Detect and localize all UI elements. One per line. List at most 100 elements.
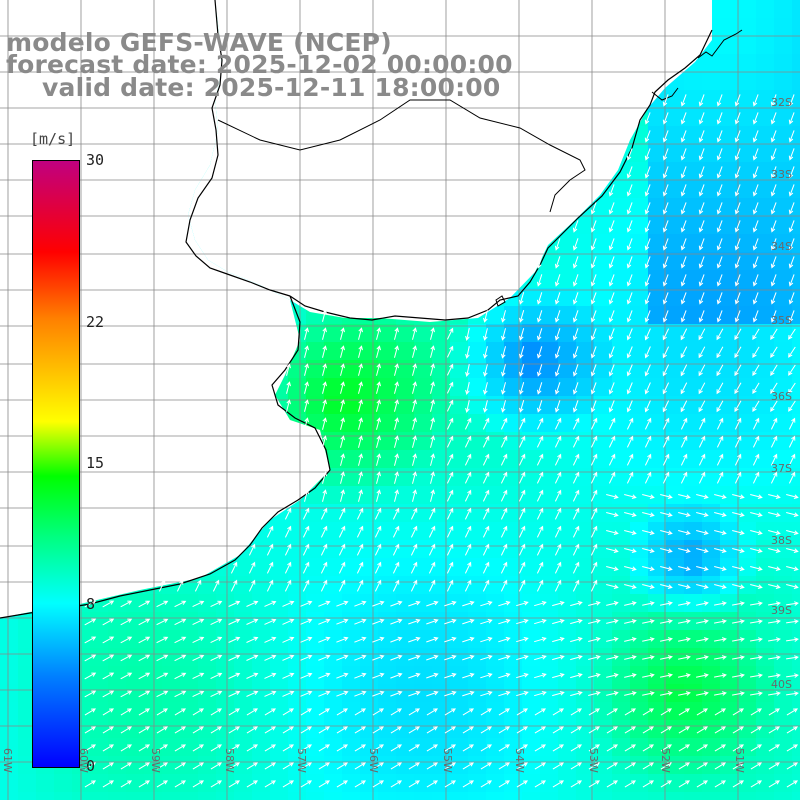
wind-arrow (518, 489, 526, 502)
speed-cell (234, 720, 252, 738)
speed-cell (756, 216, 774, 234)
speed-cell (702, 288, 720, 306)
wind-arrow (500, 489, 508, 502)
wind-arrow (138, 654, 151, 662)
speed-cell (288, 774, 306, 792)
wind-arrow (174, 672, 187, 680)
speed-cell (612, 594, 630, 612)
wind-arrow (662, 112, 669, 125)
speed-cell (756, 468, 774, 486)
speed-cell (468, 648, 486, 666)
speed-cell (522, 306, 540, 324)
speed-cell (720, 738, 738, 756)
speed-cell (414, 342, 432, 360)
speed-cell (756, 378, 774, 396)
wind-arrow (590, 507, 598, 520)
wind-arrow (732, 637, 745, 642)
wind-arrow (336, 762, 349, 770)
wind-arrow (340, 363, 345, 376)
wind-arrow (230, 579, 238, 592)
wind-arrow (696, 726, 709, 734)
speed-cell (180, 666, 198, 684)
speed-cell (414, 450, 432, 468)
speed-cell (252, 576, 270, 594)
wind-arrow (498, 762, 511, 770)
wind-arrow (426, 600, 439, 607)
wind-arrow (680, 310, 687, 323)
wind-arrow (102, 654, 115, 662)
wind-arrow (642, 762, 655, 770)
speed-cell (378, 540, 396, 558)
wind-arrow (465, 363, 470, 377)
wind-arrow (372, 690, 385, 697)
wind-arrow (358, 471, 363, 484)
speed-cell (756, 306, 774, 324)
wind-arrow (516, 744, 529, 752)
wind-arrow (394, 417, 399, 430)
speed-cell (450, 648, 468, 666)
speed-cell (738, 684, 756, 702)
wind-arrow (788, 220, 795, 233)
speed-cell (594, 198, 612, 216)
wind-arrow (698, 400, 706, 413)
wind-arrow (714, 762, 727, 770)
wind-arrow (519, 364, 525, 377)
wind-arrow (534, 780, 547, 788)
wind-arrow (264, 618, 277, 625)
wind-arrow (662, 435, 670, 448)
wind-arrow (588, 673, 601, 678)
wind-arrow (698, 364, 706, 377)
speed-cell (468, 594, 486, 612)
speed-cell (720, 162, 738, 180)
speed-cell (216, 774, 234, 792)
wind-arrow (480, 636, 493, 643)
speed-cell (558, 360, 576, 378)
wind-arrow (498, 600, 511, 607)
wind-arrow (336, 672, 349, 679)
speed-cell (702, 198, 720, 216)
speed-cell (756, 720, 774, 738)
speed-cell (342, 378, 360, 396)
wind-arrow (248, 561, 256, 574)
speed-cell (468, 396, 486, 414)
speed-cell (486, 360, 504, 378)
speed-cell (648, 540, 666, 558)
speed-cell (666, 738, 684, 756)
speed-cell (306, 540, 324, 558)
wind-arrow (626, 400, 633, 413)
speed-cell (540, 450, 558, 468)
speed-cell (720, 378, 738, 396)
speed-cell (288, 720, 306, 738)
speed-cell (774, 630, 792, 648)
speed-cell (630, 756, 648, 774)
speed-cell (18, 738, 36, 756)
wind-arrow (770, 130, 777, 143)
wind-arrow (300, 618, 313, 625)
speed-cell (522, 702, 540, 720)
wind-arrow (678, 530, 691, 535)
wind-arrow (338, 507, 346, 520)
speed-cell (144, 756, 162, 774)
speed-cell (612, 468, 630, 486)
speed-cell (432, 666, 450, 684)
speed-cell (666, 612, 684, 630)
speed-cell (450, 414, 468, 432)
speed-cell (108, 702, 126, 720)
speed-cell (450, 360, 468, 378)
wind-arrow (734, 238, 741, 251)
wind-arrow (480, 744, 493, 752)
wind-arrow (482, 489, 490, 502)
wind-arrow (716, 382, 724, 395)
wind-arrow (376, 399, 381, 412)
wind-arrow (464, 435, 472, 448)
speed-cell (576, 738, 594, 756)
speed-cell (468, 378, 486, 396)
wind-arrow (390, 744, 403, 752)
speed-cell (648, 108, 666, 126)
speed-cell (702, 180, 720, 198)
speed-cell (594, 594, 612, 612)
wind-arrow (338, 525, 346, 538)
wind-arrow (678, 655, 691, 660)
wind-arrow (465, 327, 470, 341)
wind-arrow (554, 417, 562, 430)
